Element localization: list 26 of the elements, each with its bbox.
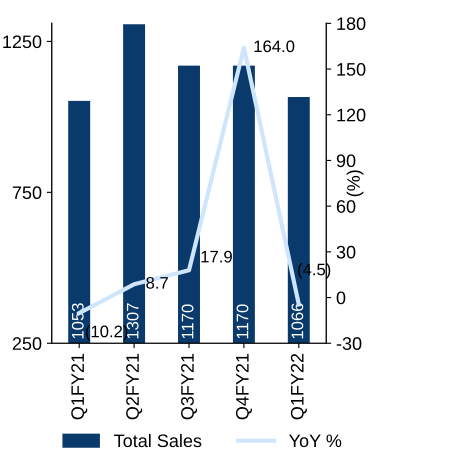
y-tick-label: 250 bbox=[12, 337, 42, 350]
y2-tick-label: -30 bbox=[336, 337, 362, 350]
data-label: 17.9 bbox=[202, 250, 232, 263]
x-tick-label: Q2FY21 bbox=[126, 354, 142, 420]
data-label: 164.0 bbox=[254, 40, 294, 52]
x-tick-label: Q3FY21 bbox=[181, 354, 198, 420]
data-label: 1307 bbox=[126, 303, 139, 338]
y2-tick-label: 90 bbox=[336, 154, 356, 168]
x-tick-label: Q1FY21 bbox=[71, 354, 88, 420]
legend-label: Total Sales bbox=[114, 434, 202, 448]
data-label: 1170 bbox=[182, 304, 194, 338]
y2-tick-label: 120 bbox=[337, 108, 366, 122]
y2-tick-label: 180 bbox=[337, 17, 366, 30]
y2-tick-label: 0 bbox=[336, 291, 346, 304]
data-label: 8.7 bbox=[146, 276, 168, 289]
data-label: 1170 bbox=[236, 304, 248, 338]
y2-tick-label: 30 bbox=[336, 246, 356, 259]
legend-label: YoY % bbox=[289, 434, 342, 448]
data-label: 1066 bbox=[291, 303, 304, 338]
y2-axis-title: (%) bbox=[346, 170, 364, 196]
x-tick-label: Q1FY22 bbox=[290, 354, 307, 420]
x-tick-label: Q4FY21 bbox=[236, 354, 252, 420]
y2-tick-label: 150 bbox=[337, 62, 366, 76]
y2-tick-label: 60 bbox=[336, 200, 356, 213]
y-tick-label: 750 bbox=[12, 186, 42, 200]
y-tick-label: 1250 bbox=[3, 35, 42, 48]
